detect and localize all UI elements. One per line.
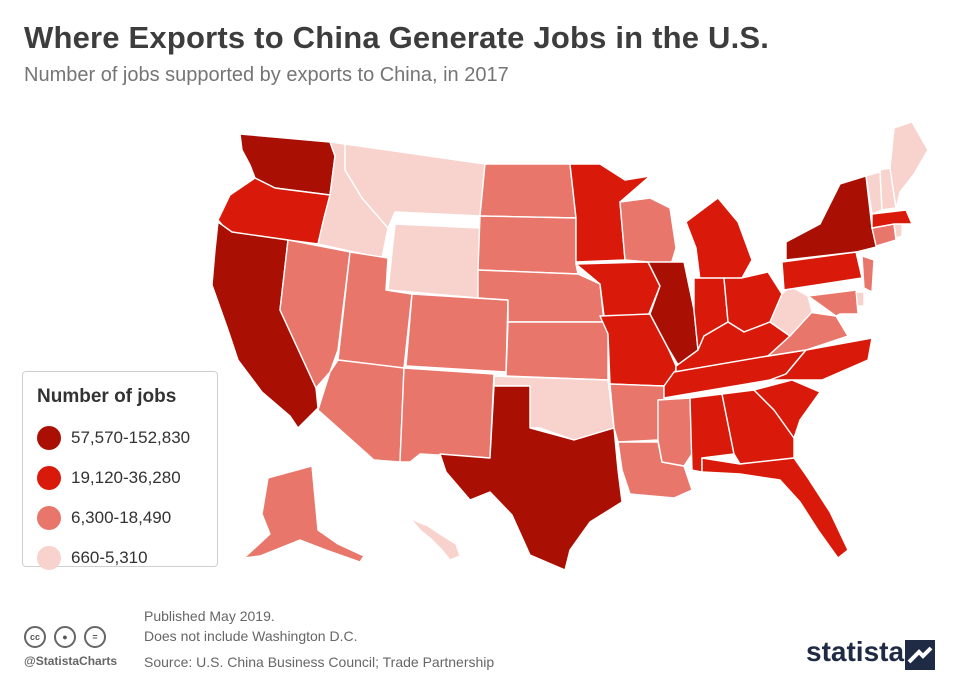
- legend-label: 19,120-36,280: [71, 468, 181, 487]
- state-nm: [399, 367, 495, 463]
- legend-swatch: [37, 546, 61, 570]
- published-note: Published May 2019.: [144, 608, 275, 624]
- dc-note: Does not include Washington D.C.: [144, 628, 358, 644]
- state-me: [889, 121, 929, 209]
- state-ms: [657, 397, 693, 467]
- no-derivatives-icon: =: [84, 626, 106, 648]
- legend-item: 6,300-18,490: [37, 498, 203, 538]
- us-map: [211, 121, 929, 571]
- chart-title: Where Exports to China Generate Jobs in …: [24, 20, 770, 55]
- state-ar: [609, 383, 665, 443]
- state-md: [807, 289, 859, 317]
- creative-commons-icon: cc: [24, 626, 46, 648]
- legend: Number of jobs 57,570-152,830 19,120-36,…: [22, 371, 218, 570]
- statista-logo-icon: [905, 640, 935, 670]
- social-handle[interactable]: @StatistaCharts: [24, 654, 118, 668]
- chart-subtitle: Number of jobs supported by exports to C…: [24, 64, 509, 86]
- state-mi: [685, 197, 753, 281]
- legend-item: 57,570-152,830: [37, 418, 203, 458]
- state-hi: [409, 517, 461, 561]
- license-icons: cc ● =: [24, 626, 114, 648]
- legend-item: 660-5,310: [37, 538, 203, 578]
- source-note: Source: U.S. China Business Council; Tra…: [144, 654, 495, 670]
- legend-swatch: [37, 466, 61, 490]
- state-nj: [861, 255, 875, 293]
- state-sd: [477, 215, 579, 275]
- legend-swatch: [37, 506, 61, 530]
- legend-label: 6,300-18,490: [71, 508, 172, 527]
- state-co: [405, 293, 509, 373]
- attribution-icon: ●: [54, 626, 76, 648]
- legend-label: 57,570-152,830: [71, 428, 191, 447]
- state-fl: [701, 457, 849, 559]
- state-ma: [871, 209, 913, 229]
- state-ks: [505, 321, 609, 381]
- state-az: [317, 359, 405, 463]
- state-wi: [619, 197, 677, 269]
- state-nc: [769, 337, 873, 381]
- statista-logo[interactable]: statista: [806, 636, 905, 667]
- state-tx: [439, 385, 623, 571]
- legend-title: Number of jobs: [37, 386, 177, 407]
- state-wy: [387, 223, 481, 299]
- legend-item: 19,120-36,280: [37, 458, 203, 498]
- state-nd: [479, 163, 577, 219]
- state-ri: [893, 223, 903, 239]
- legend-swatch: [37, 426, 61, 450]
- state-ny: [785, 175, 881, 261]
- state-ak: [243, 465, 365, 563]
- legend-label: 660-5,310: [71, 548, 148, 567]
